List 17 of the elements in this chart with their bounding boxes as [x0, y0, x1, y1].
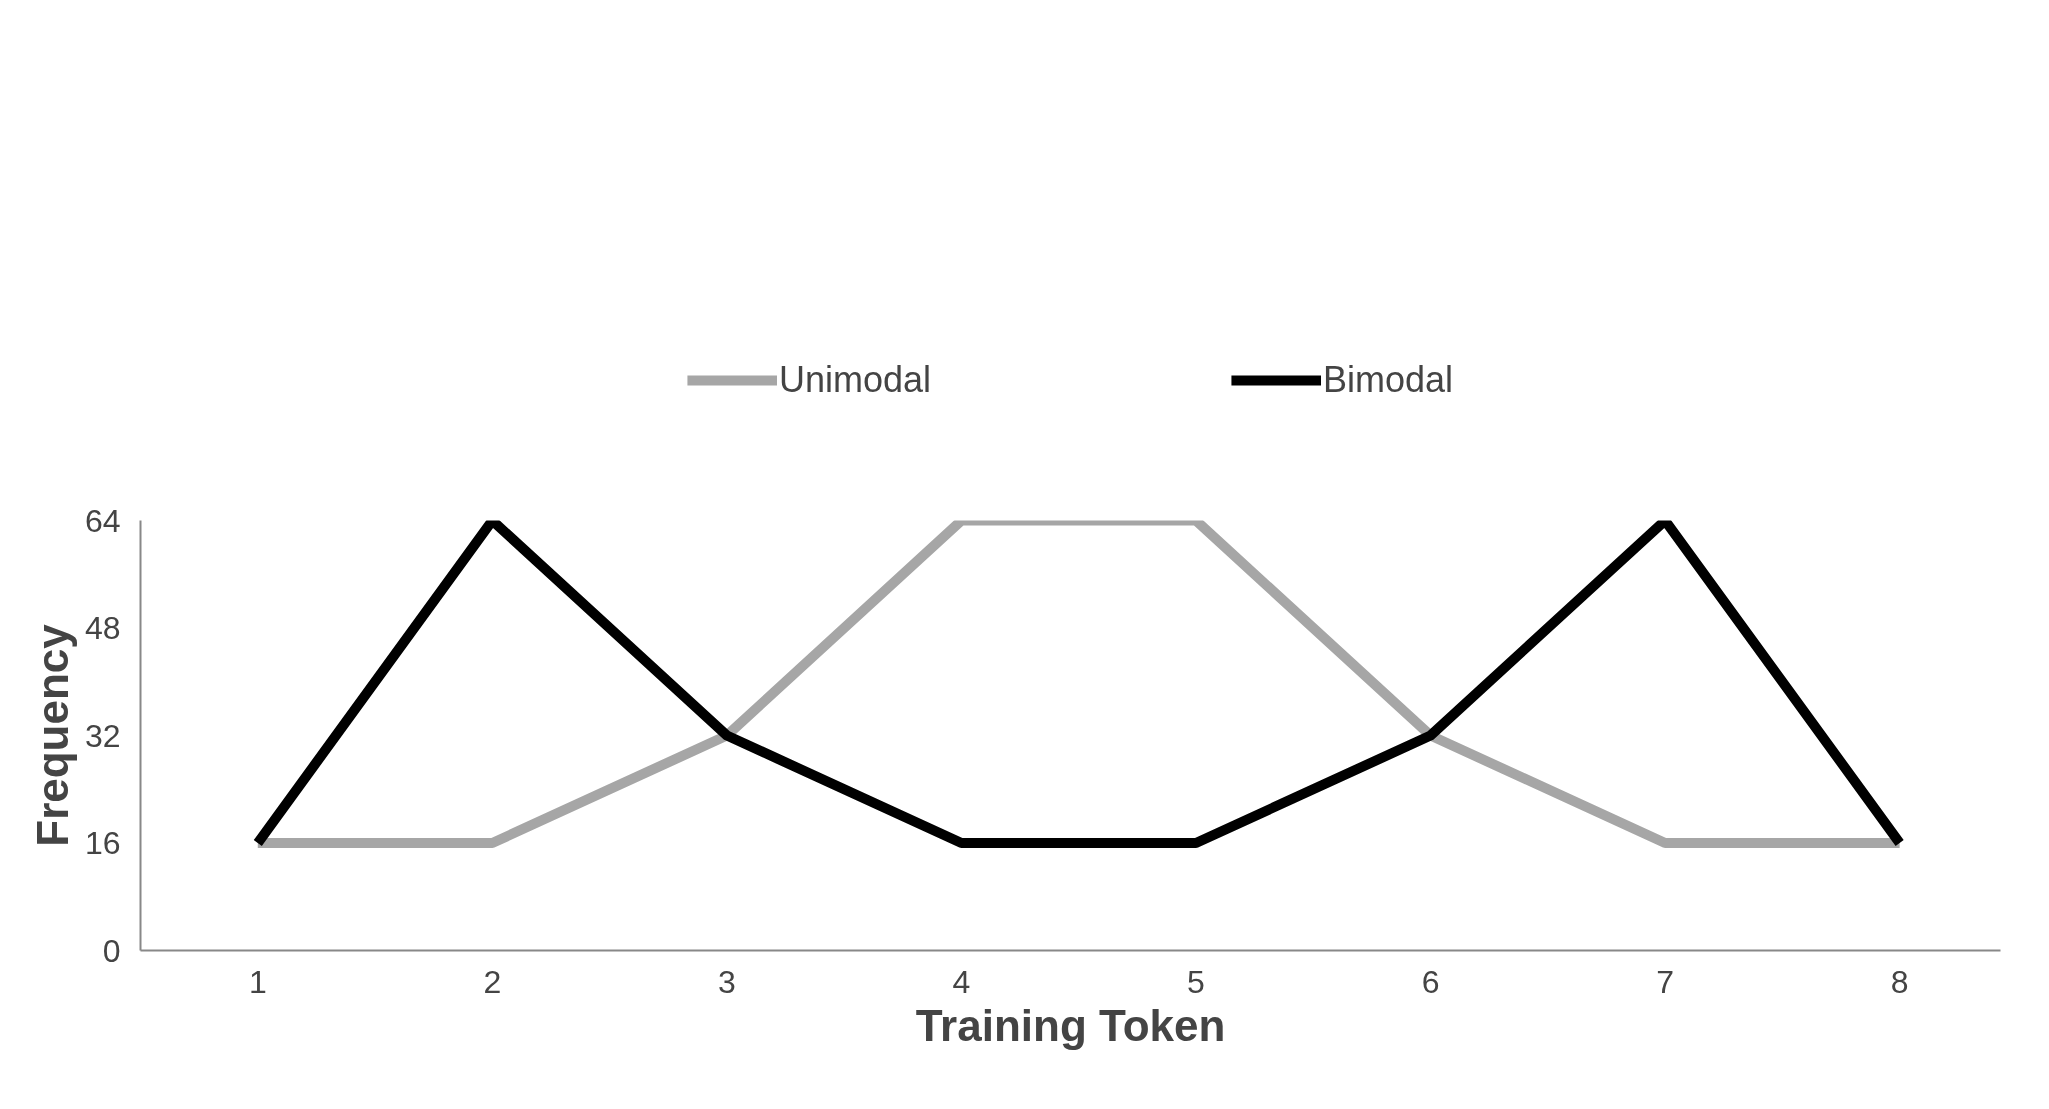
y-axis-title: Frequency [27, 623, 77, 847]
x-tick-label: 8 [1890, 963, 1909, 1000]
y-tick-label: 0 [102, 932, 121, 969]
x-tick-label: 3 [717, 963, 736, 1000]
x-tick-label: 7 [1656, 963, 1674, 1000]
x-tick-label: 5 [1187, 963, 1205, 1000]
x-tick-label: 1 [248, 963, 267, 1000]
x-tick-label: 4 [952, 963, 971, 1000]
x-tick-label: 6 [1421, 963, 1440, 1000]
x-tick-label: 2 [483, 963, 502, 1000]
y-tick-label: 16 [84, 825, 121, 861]
legend-label: Bimodal [1323, 358, 1454, 401]
x-axis-title: Training Token [915, 1000, 1226, 1050]
y-tick-label: 32 [84, 717, 121, 754]
y-tick-label: 48 [84, 610, 121, 646]
legend-label: Unimodal [778, 358, 932, 401]
y-tick-label: 64 [84, 502, 121, 539]
